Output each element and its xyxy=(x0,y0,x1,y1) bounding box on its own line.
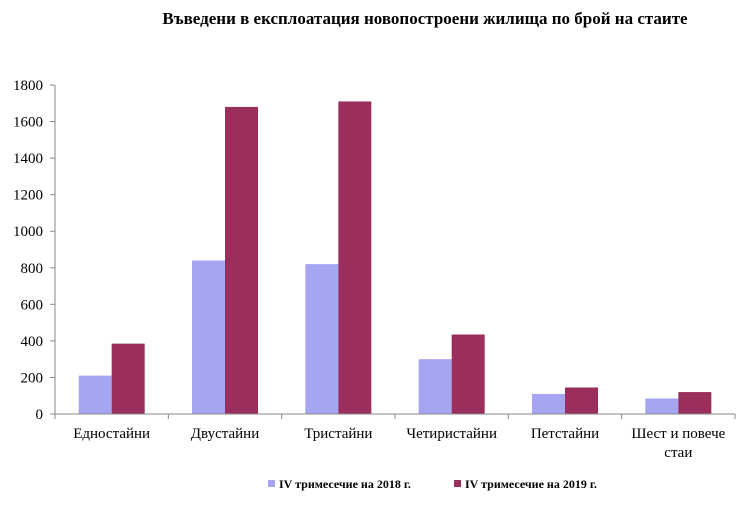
y-tick-label: 800 xyxy=(21,261,44,277)
y-tick-label: 0 xyxy=(36,407,44,423)
category-label: стаи xyxy=(664,445,692,461)
category-label: Шест и повече xyxy=(631,426,725,442)
bar-2018 xyxy=(532,393,565,414)
bar-2018 xyxy=(418,359,452,414)
legend-swatch xyxy=(454,480,461,487)
y-tick-label: 1800 xyxy=(13,78,43,94)
category-label: Петстайни xyxy=(531,426,599,442)
legend: IV тримесечие на 2018 г. IV тримесечие на… xyxy=(268,477,597,491)
x-axis-ticks xyxy=(54,414,736,419)
y-tick-label: 1200 xyxy=(13,188,43,204)
bar-2019 xyxy=(111,343,145,414)
bar-2019 xyxy=(338,101,372,414)
category-labels: Едностайни Двустайни Тристайни Четиристайни… xyxy=(73,426,725,461)
bar-2018 xyxy=(192,260,225,414)
y-tick-label: 1400 xyxy=(13,151,43,167)
bar-2018 xyxy=(645,398,679,414)
chart-title: Въведени в експлоатация новопостроени жи… xyxy=(162,9,688,28)
category-label: Едностайни xyxy=(73,426,150,442)
bar-2019 xyxy=(225,106,258,414)
legend-swatch xyxy=(268,480,275,487)
bar-2019 xyxy=(565,387,598,414)
category-label: Двустайни xyxy=(191,426,259,442)
bars xyxy=(78,101,712,414)
bar-2019 xyxy=(451,334,485,414)
bar-2018 xyxy=(78,375,112,414)
y-tick-label: 200 xyxy=(21,370,44,386)
category-label: Тристайни xyxy=(304,426,372,442)
bar-2019 xyxy=(678,392,712,414)
y-tick-label: 1600 xyxy=(13,115,43,131)
legend-label: IV тримесечие на 2019 г. xyxy=(465,477,597,491)
y-axis-ticks: 0 200 400 600 800 1000 1200 1400 1600 1800 xyxy=(13,78,55,423)
bar-2018 xyxy=(305,264,339,414)
y-tick-label: 600 xyxy=(21,297,44,313)
y-tick-label: 1000 xyxy=(13,224,43,240)
legend-label: IV тримесечие на 2018 г. xyxy=(279,477,411,491)
y-tick-label: 400 xyxy=(21,334,44,350)
category-label: Четиристайни xyxy=(406,426,497,442)
